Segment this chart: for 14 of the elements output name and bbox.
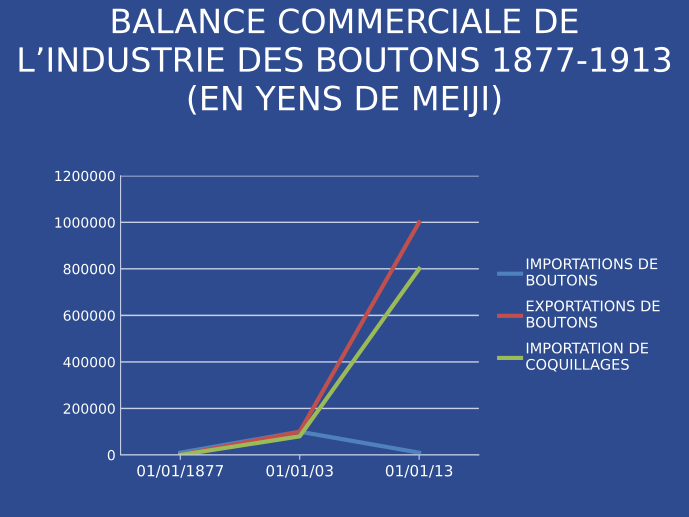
legend-label: IMPORTATIONS DE BOUTONS xyxy=(526,258,658,286)
y-tick-label: 800000 xyxy=(64,264,115,274)
legend-label: IMPORTATION DE COQUILLAGES xyxy=(526,342,648,372)
x-tick-label: 01/01/1877 xyxy=(137,464,224,478)
y-tick-label: 1000000 xyxy=(55,217,115,228)
y-tick-label: 200000 xyxy=(64,403,115,414)
y-tick-label: 0 xyxy=(108,450,115,460)
y-tick-label: 600000 xyxy=(64,310,115,321)
x-tick-label: 01/01/03 xyxy=(266,464,333,478)
x-tick-label: 01/01/13 xyxy=(386,464,452,478)
legend-label: EXPORTATIONS DE BOUTONS xyxy=(526,300,660,328)
chart-title: BALANCE COMMERCIALE DE L’INDUSTRIE DES BOUTONS 1877-1913 (EN YENS DE MEIJI) xyxy=(19,8,670,117)
y-tick-label: 400000 xyxy=(63,356,115,368)
y-tick-label: 1200000 xyxy=(55,170,115,182)
